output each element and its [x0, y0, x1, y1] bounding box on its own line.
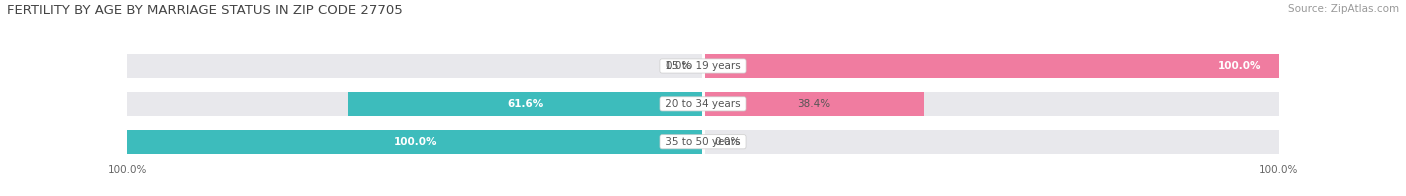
- Text: 100.0%: 100.0%: [394, 137, 437, 147]
- Bar: [349, 92, 703, 116]
- Text: 15 to 19 years: 15 to 19 years: [662, 61, 744, 71]
- Text: 0.0%: 0.0%: [714, 137, 741, 147]
- Text: 38.4%: 38.4%: [797, 99, 830, 109]
- Bar: [703, 92, 1279, 116]
- Bar: [127, 130, 703, 153]
- Text: 61.6%: 61.6%: [508, 99, 544, 109]
- Text: 100.0%: 100.0%: [1218, 61, 1261, 71]
- Text: Source: ZipAtlas.com: Source: ZipAtlas.com: [1288, 4, 1399, 14]
- Bar: [703, 130, 1279, 153]
- Text: 0.0%: 0.0%: [665, 61, 692, 71]
- Text: 20 to 34 years: 20 to 34 years: [662, 99, 744, 109]
- Bar: [127, 54, 703, 78]
- Bar: [703, 54, 1279, 78]
- Text: 35 to 50 years: 35 to 50 years: [662, 137, 744, 147]
- Bar: [703, 54, 1279, 78]
- Text: FERTILITY BY AGE BY MARRIAGE STATUS IN ZIP CODE 27705: FERTILITY BY AGE BY MARRIAGE STATUS IN Z…: [7, 4, 402, 17]
- Bar: [703, 92, 924, 116]
- Bar: [127, 130, 703, 153]
- Bar: [127, 92, 703, 116]
